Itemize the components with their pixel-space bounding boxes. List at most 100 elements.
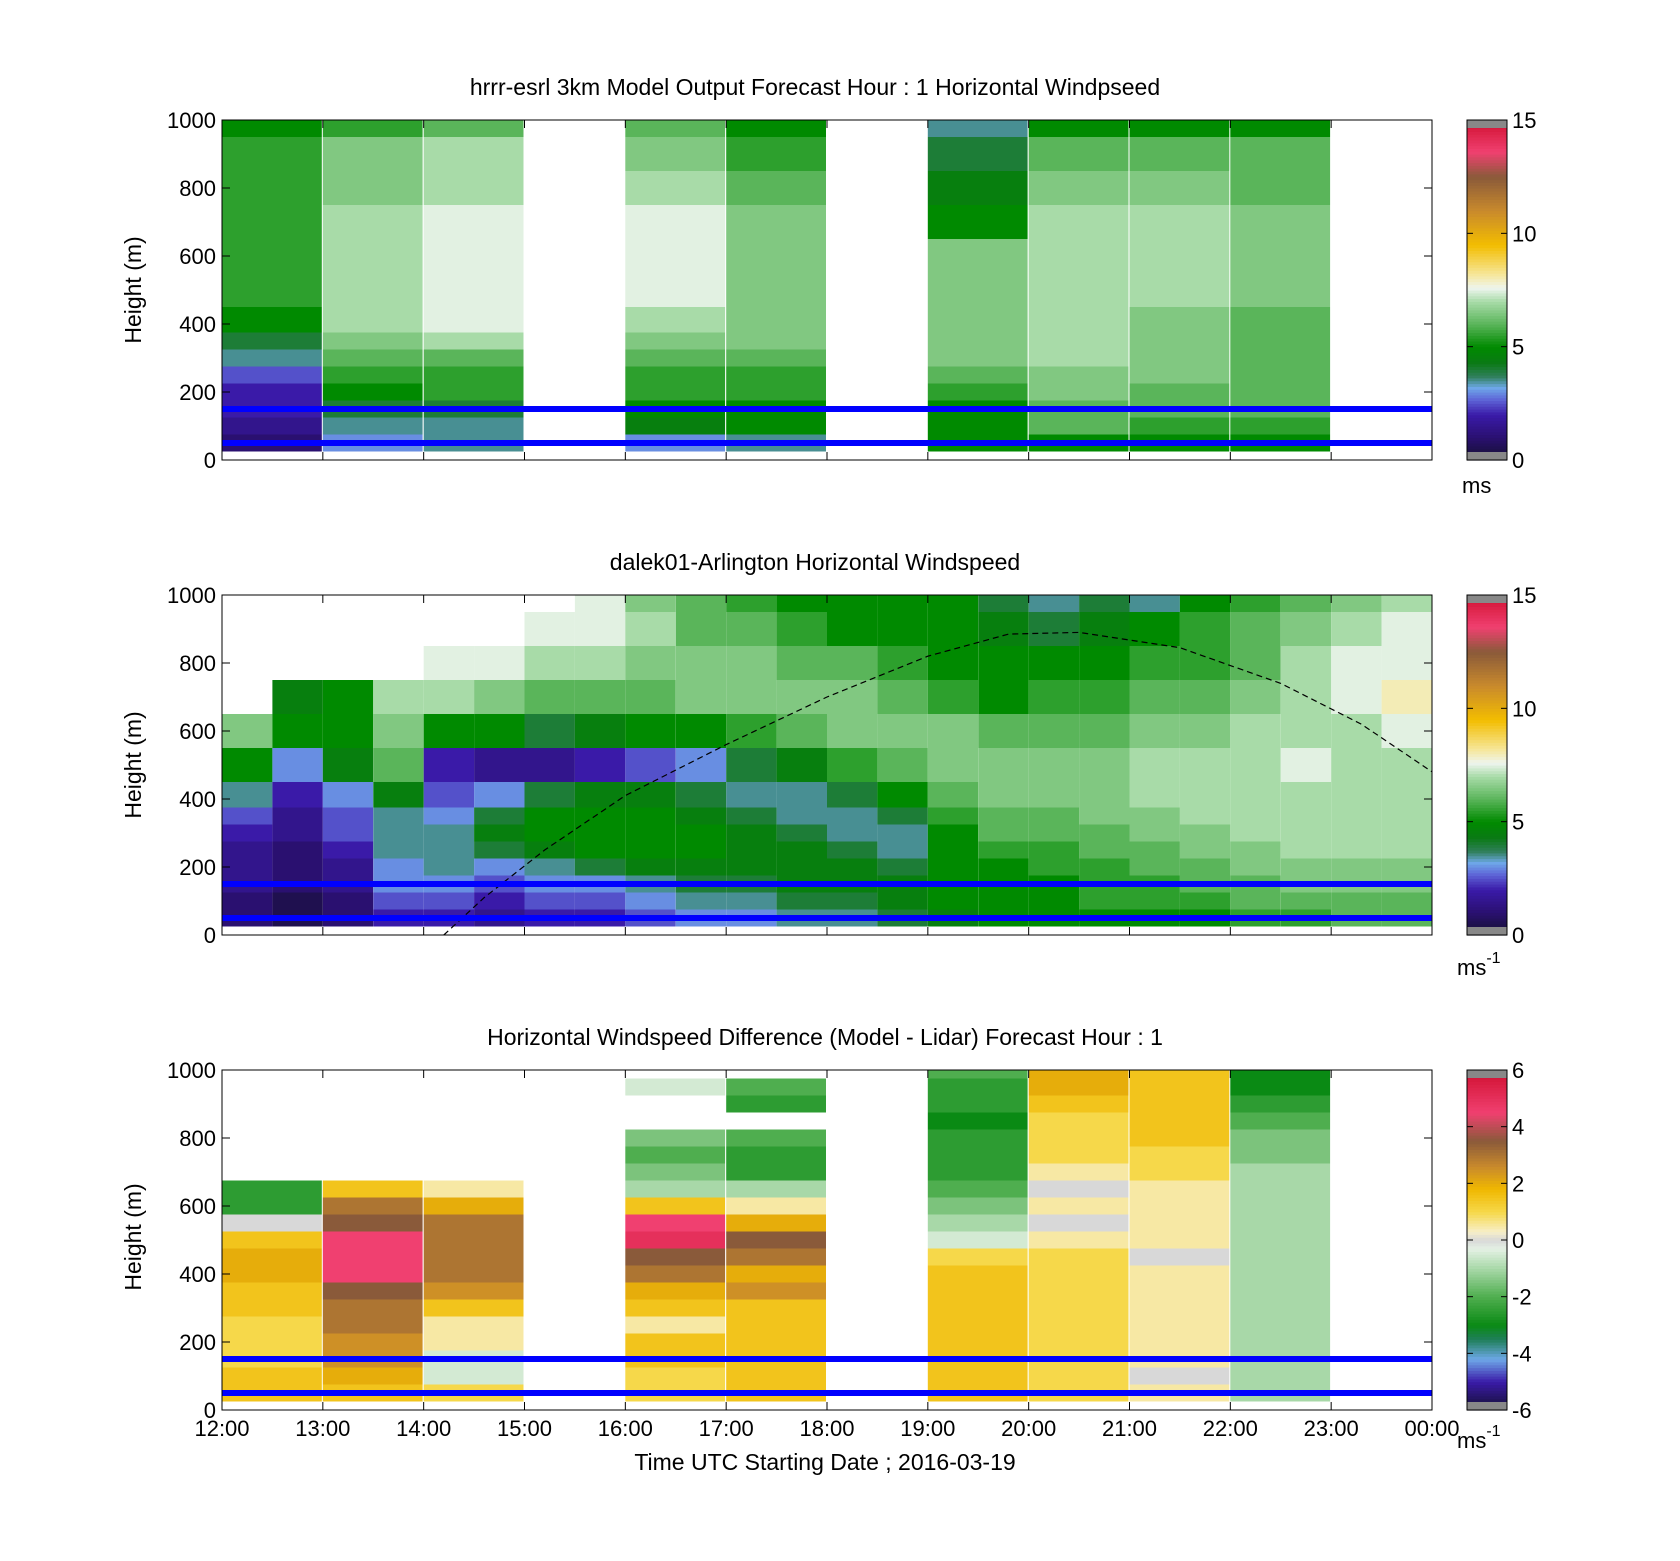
heatmap-cell [1129,1333,1230,1351]
colorbar-segment [1467,886,1507,891]
heatmap-cell [524,714,575,748]
heatmap-cell [726,1333,826,1351]
colorbar-segment [1467,397,1507,402]
colorbar-segment [1467,850,1507,854]
colorbar-segment [1467,443,1507,447]
colorbar-cap-top [1467,120,1507,128]
heatmap-cell [776,782,827,808]
heatmap-cell [1129,307,1230,333]
heatmap-cell [222,1333,322,1351]
heatmap-cell [1230,307,1331,333]
heatmap-cell [927,1197,1028,1215]
colorbar-segment [1467,818,1507,823]
heatmap-cell [726,366,826,384]
colorbar-segment [1467,648,1507,653]
heatmap-cell [1331,824,1382,842]
colorbar-segment [1467,1257,1507,1261]
colorbar-segment [1467,1109,1507,1114]
colorbar-segment [1467,236,1507,240]
heatmap-cell [1129,1367,1230,1385]
heatmap-cell [423,1197,524,1215]
heatmap-cell [776,841,827,859]
colorbar-segment [1467,1381,1507,1386]
heatmap-cell [474,824,525,842]
heatmap-cell [927,1333,1028,1351]
colorbar-segment [1467,1220,1507,1224]
heatmap-cell [423,807,475,825]
heatmap-cell [373,841,424,859]
heatmap-cell [1028,1265,1129,1283]
heatmap-cell [272,841,323,859]
colorbar-segment [1467,182,1507,186]
colorbar-segment [1467,906,1507,911]
y-tick-label: 200 [179,1330,216,1355]
heatmap-cell [776,748,827,782]
heatmap-cell [625,1214,726,1232]
colorbar-frame [1466,594,1508,936]
heatmap-cell [1230,841,1281,859]
heatmap-cell [726,824,777,842]
heatmap-cell [625,1180,726,1198]
colorbar-segment [1467,852,1507,857]
x-tick-label: 22:00 [1203,1416,1258,1441]
colorbar-segment [1467,1327,1507,1332]
heatmap-cell [574,612,626,646]
heatmap-cell [675,612,727,646]
colorbar-segment [1467,762,1507,766]
heatmap-cell [1028,137,1129,171]
colorbar-segment [1467,369,1507,373]
heatmap-cell [1179,748,1231,782]
heatmap-cell [1129,1231,1230,1249]
heatmap-cell [1028,349,1129,367]
colorbar-segment [1467,1197,1507,1201]
colorbar-segment [1467,207,1507,212]
panel-title: Horizontal Windspeed Difference (Model -… [487,1024,1163,1050]
heatmap-cell [423,892,475,910]
colorbar-segment [1467,629,1507,633]
heatmap-cell [1230,1299,1331,1317]
heatmap-cell [574,824,626,842]
heatmap-cell [927,1299,1028,1317]
panel-windspeed-difference: Horizontal Windspeed Difference (Model -… [120,1024,1532,1475]
heatmap-cell [827,646,878,680]
heatmap-cell [1129,841,1180,859]
heatmap-cell [726,892,777,910]
heatmap-cell [927,1163,1028,1181]
heatmap-cell [927,1180,1028,1198]
colorbar-cap-top [1467,1070,1507,1078]
colorbar-tick-label: -6 [1512,1398,1532,1423]
colorbar-segment [1467,614,1507,619]
heatmap-cell [776,807,827,825]
colorbar-segment [1467,307,1507,311]
heatmap-cell [423,1316,524,1334]
heatmap-cell [1280,714,1332,748]
heatmap-cell [524,858,575,876]
heatmap-cell [423,824,475,842]
colorbar-segment [1467,168,1507,172]
heatmap-cell [927,239,1028,273]
heatmap-cell [675,858,727,876]
colorbar-segment [1467,239,1507,243]
heatmap-cell [1179,807,1231,825]
colorbar-segment [1467,179,1507,183]
heatmap-cell [927,892,979,910]
colorbar-segment [1467,128,1507,132]
heatmap-cell [1129,137,1230,171]
heatmap-cell [1381,595,1432,612]
heatmap-cell [1129,1265,1230,1283]
x-tick-label: 19:00 [900,1416,955,1441]
heatmap-cell [222,1214,322,1232]
heatmap-cell [877,646,928,680]
heatmap-cell [1079,595,1130,612]
heatmap-cell [222,807,273,825]
colorbar-segment [1467,920,1507,925]
heatmap-cell [625,807,676,825]
colorbar-segment [1467,411,1507,416]
colorbar-segment [1467,290,1507,294]
heatmap-cell [222,824,273,842]
heatmap-cell [1129,646,1180,680]
heatmap-cell [927,1129,1028,1147]
heatmap-cell [322,680,374,714]
colorbar-segment [1467,383,1507,387]
